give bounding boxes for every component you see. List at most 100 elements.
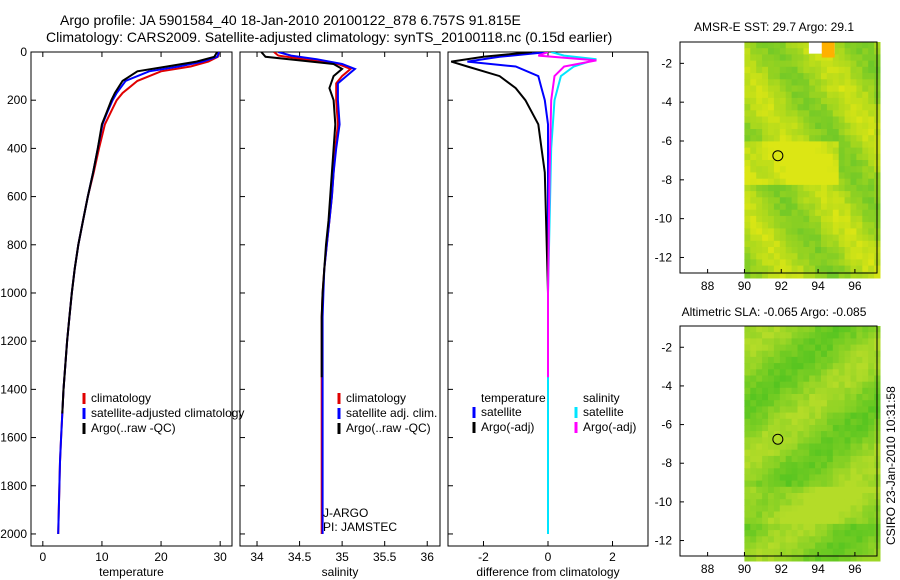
sla-cell [785, 449, 793, 457]
sst-cell [779, 91, 787, 99]
sla-cell [785, 369, 793, 376]
sla-cell [868, 499, 875, 506]
sla-cell [826, 431, 834, 438]
sst-cell [750, 79, 757, 86]
sla-cell [809, 356, 816, 364]
sla-cell [856, 443, 863, 451]
sla-cell [809, 437, 816, 444]
sla-cell [850, 505, 857, 513]
sla-cell [803, 369, 810, 376]
sst-cell [826, 79, 834, 86]
sst-cell [809, 104, 816, 111]
sla-cell [791, 369, 798, 376]
sla-cell [815, 468, 822, 475]
sla-cell [797, 412, 804, 420]
sst-cell [826, 172, 834, 180]
sst-cell [756, 197, 763, 204]
sst-cell [862, 79, 869, 86]
sst-cell [862, 178, 869, 186]
sst-cell [844, 122, 851, 130]
sla-cell [856, 486, 863, 494]
sst-cell [838, 209, 846, 217]
sla-cell [797, 462, 804, 469]
sst-cell [779, 228, 787, 236]
sla-cell [750, 350, 757, 358]
sst-cell [838, 234, 846, 242]
sal-legend-label: climatology [346, 391, 406, 405]
sla-cell [779, 387, 787, 395]
sst-cell [826, 259, 834, 267]
sla-cell [821, 480, 828, 488]
sla-cell [850, 437, 857, 444]
sla-cell [785, 462, 793, 469]
sst-cell [797, 129, 804, 136]
sst-cell [868, 73, 875, 80]
sla-cell [768, 381, 775, 389]
sla-cell [773, 418, 781, 426]
sst-cell [791, 247, 798, 254]
sla-cell [779, 326, 787, 333]
sla-cell [838, 548, 846, 556]
sst-cell [803, 228, 810, 236]
sst-cell [779, 54, 787, 62]
sla-cell [756, 412, 763, 420]
sst-cell [856, 97, 863, 105]
sst-cell [756, 209, 763, 217]
sst-cell [803, 184, 810, 192]
sst-cell [791, 42, 798, 49]
sst-cell [785, 110, 793, 117]
sla-cell [826, 468, 834, 475]
sla-cell [850, 332, 857, 339]
sst-lon-label: 90 [738, 279, 752, 293]
sla-cell [868, 394, 875, 401]
sla-cell [838, 356, 846, 364]
sst-cell [779, 85, 787, 93]
sal-series-argo-raw-qc- [260, 52, 344, 378]
sst-cell [750, 209, 757, 217]
sst-cell [856, 259, 863, 267]
sst-cell [744, 240, 751, 248]
sla-cell [868, 363, 875, 370]
sst-cell [756, 178, 763, 186]
sst-cell [862, 191, 869, 198]
sst-cell [815, 209, 822, 217]
sst-cell [791, 104, 798, 111]
sst-cell [821, 228, 828, 236]
sst-cell [868, 91, 875, 99]
sst-cell [868, 197, 875, 204]
sla-cell [838, 406, 846, 414]
sla-cell [844, 480, 851, 488]
sla-cell [844, 474, 851, 482]
sst-cell [803, 178, 810, 186]
sla-cell [756, 468, 763, 475]
sla-cell [832, 412, 840, 420]
sla-cell [856, 530, 863, 537]
sst-cell [838, 253, 846, 260]
sst-cell [868, 104, 875, 111]
sst-cell [821, 191, 828, 198]
sla-cell [815, 363, 822, 370]
sla-cell [773, 536, 781, 543]
sst-cell [768, 129, 775, 136]
sla-cell [779, 406, 787, 414]
sst-cell [815, 104, 822, 111]
sst-cell [868, 110, 875, 117]
sst-cell [862, 97, 869, 105]
sst-cell [785, 66, 793, 74]
sst-cell [797, 203, 804, 211]
sla-cell [744, 369, 751, 376]
sla-cell [815, 517, 822, 525]
sla-cell [832, 542, 840, 550]
sla-cell [809, 387, 816, 395]
sst-cell [838, 197, 846, 204]
sla-cell [821, 523, 828, 531]
sal-xtick-label: 36 [421, 550, 435, 564]
sst-cell [773, 247, 781, 254]
sst-cell [762, 215, 769, 223]
sst-cell [756, 116, 763, 124]
sla-cell [868, 400, 875, 407]
sst-cell [756, 166, 763, 173]
sst-cell [797, 91, 804, 99]
sst-cell [750, 166, 757, 173]
sst-cell [756, 110, 763, 117]
